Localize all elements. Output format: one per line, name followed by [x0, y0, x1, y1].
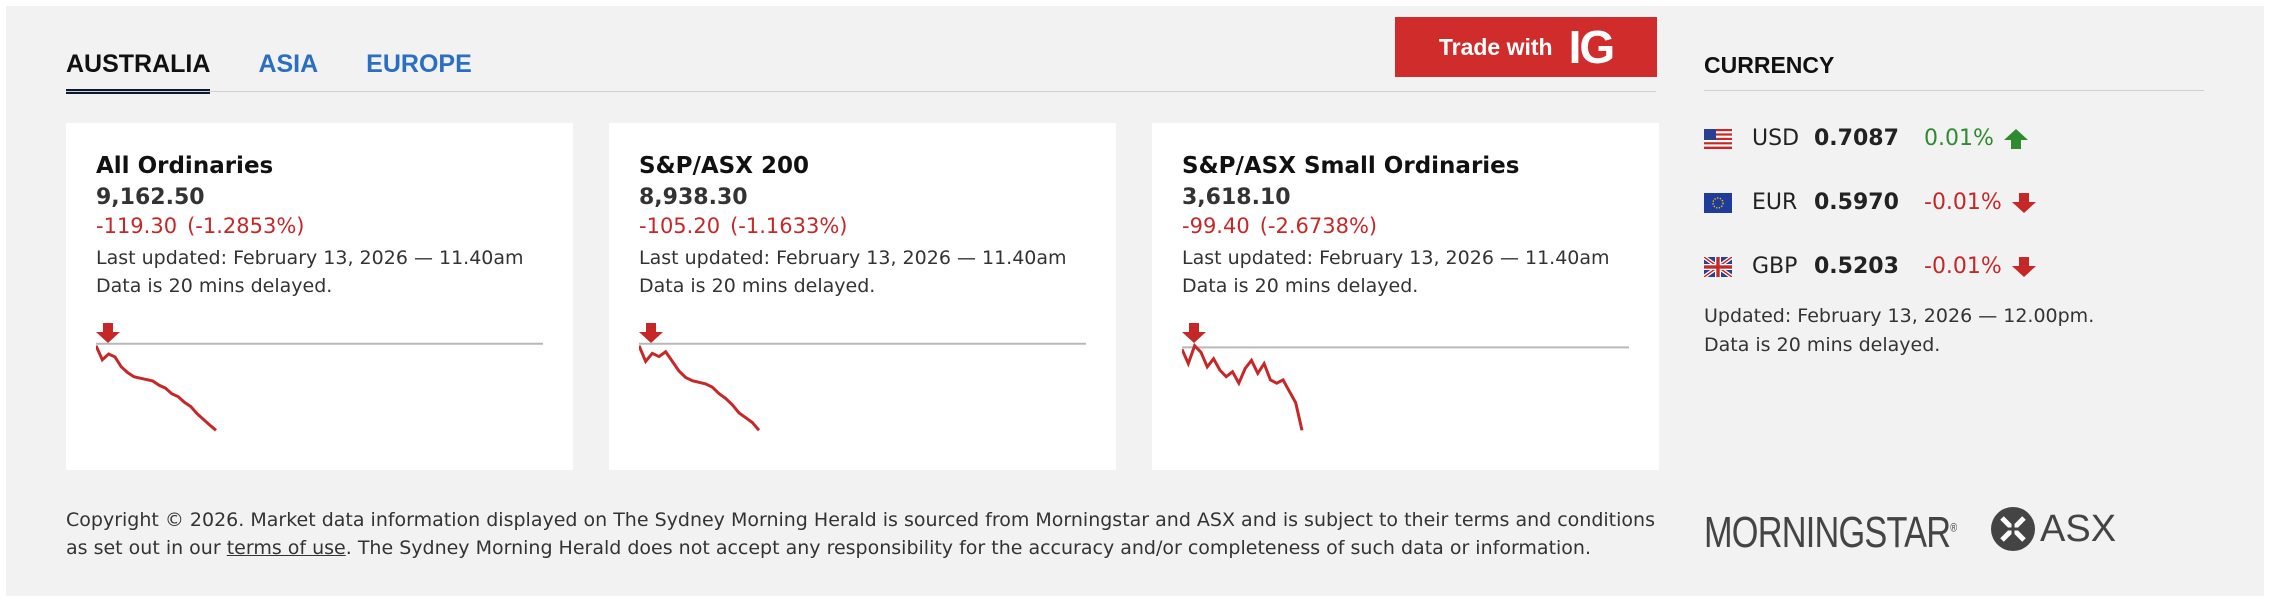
index-name: All Ordinaries [96, 153, 274, 179]
arrow-down-icon [96, 323, 120, 343]
tab-europe[interactable]: EUROPE [366, 50, 472, 78]
index-updated: Last updated: February 13, 2026 — 11.40a… [1182, 247, 1610, 269]
morningstar-logo: MORNINGSTAR® [1704, 508, 1957, 557]
asx-logo: ASX [1990, 506, 2116, 552]
ig-button-label: Trade with [1438, 33, 1553, 60]
currency-title: CURRENCY [1704, 52, 1835, 78]
sparkline-chart [1182, 342, 1629, 431]
index-card-small-ordinaries[interactable]: S&P/ASX Small Ordinaries 3,618.10 -99.40… [1152, 123, 1659, 470]
terms-of-use-link[interactable]: terms of use [226, 537, 346, 559]
arrow-up-icon [2003, 128, 2028, 149]
currency-value: 0.5970 [1814, 190, 1899, 215]
morningstar-logo-text: MORNINGSTAR [1704, 508, 1951, 557]
index-change-pct: (-1.2853%) [187, 214, 305, 238]
index-change-value: -119.30 [96, 214, 178, 238]
arrow-down-icon [2011, 256, 2036, 277]
currency-code: USD [1752, 126, 1800, 151]
index-card-all-ordinaries[interactable]: All Ordinaries 9,162.50 -119.30 (-1.2853… [66, 123, 573, 470]
region-tabs: AUSTRALIA ASIA EUROPE [66, 50, 472, 94]
currency-change: 0.01% [1924, 126, 1994, 151]
currency-value: 0.5203 [1814, 254, 1899, 279]
tab-asia[interactable]: ASIA [258, 50, 319, 78]
us-flag-icon [1704, 128, 1732, 149]
index-delay: Data is 20 mins delayed. [639, 275, 876, 297]
index-change-value: -99.40 [1182, 214, 1250, 238]
currency-code: GBP [1752, 254, 1798, 279]
index-updated: Last updated: February 13, 2026 — 11.40a… [96, 247, 524, 269]
copyright-text-start: Copyright © 2026. Market data informatio… [66, 509, 1655, 559]
index-change: -99.40 (-2.6738%) [1182, 214, 1629, 343]
index-value: 8,938.30 [639, 185, 748, 210]
index-change: -105.20 (-1.1633%) [639, 214, 1086, 343]
arrow-down-icon [639, 323, 663, 343]
index-delay: Data is 20 mins delayed. [96, 275, 333, 297]
index-value: 3,618.10 [1182, 185, 1291, 210]
arrow-down-icon [2011, 192, 2036, 213]
tab-australia[interactable]: AUSTRALIA [66, 50, 211, 94]
arrow-down-icon [1182, 323, 1206, 343]
trade-with-ig-button[interactable]: Trade with IG [1395, 17, 1657, 77]
copyright-notice: Copyright © 2026. Market data informatio… [66, 506, 1666, 562]
currency-meta: Updated: February 13, 2026 — 12.00pm. Da… [1704, 302, 2094, 360]
index-updated: Last updated: February 13, 2026 — 11.40a… [639, 247, 1067, 269]
tabs-divider [66, 91, 1656, 92]
currency-code: EUR [1752, 190, 1798, 215]
sparkline-chart [96, 342, 543, 432]
eu-flag-icon [1704, 192, 1732, 213]
currency-row-eur[interactable]: EUR 0.5970 -0.01% [1704, 190, 2036, 215]
currency-updated: Updated: February 13, 2026 — 12.00pm. [1704, 305, 2095, 327]
asx-logo-text: ASX [2040, 507, 2117, 550]
currency-delay: Data is 20 mins delayed. [1704, 334, 1941, 356]
copyright-text-end: . The Sydney Morning Herald does not acc… [345, 537, 1592, 559]
sparkline-chart [639, 342, 1086, 432]
index-value: 9,162.50 [96, 185, 205, 210]
currency-change: -0.01% [1924, 190, 2002, 215]
index-card-asx-200[interactable]: S&P/ASX 200 8,938.30 -105.20 (-1.1633%) … [609, 123, 1116, 470]
currency-row-usd[interactable]: USD 0.7087 0.01% [1704, 126, 2028, 151]
currency-divider [1704, 90, 2204, 91]
index-delay: Data is 20 mins delayed. [1182, 275, 1419, 297]
ig-logo: IG [1568, 21, 1616, 73]
index-change-pct: (-1.1633%) [730, 214, 848, 238]
index-name: S&P/ASX Small Ordinaries [1182, 153, 1520, 179]
index-name: S&P/ASX 200 [639, 153, 809, 179]
sparkline-series [96, 345, 217, 432]
index-change: -119.30 (-1.2853%) [96, 214, 543, 343]
currency-change: -0.01% [1924, 254, 2002, 279]
currency-row-gbp[interactable]: GBP 0.5203 -0.01% [1704, 254, 2036, 279]
uk-flag-icon [1704, 256, 1732, 277]
index-change-value: -105.20 [639, 214, 721, 238]
sparkline-series [1182, 342, 1304, 431]
currency-value: 0.7087 [1814, 126, 1899, 151]
index-change-pct: (-2.6738%) [1259, 214, 1378, 238]
sparkline-series [639, 345, 761, 432]
asx-emblem-icon [1991, 507, 2035, 551]
